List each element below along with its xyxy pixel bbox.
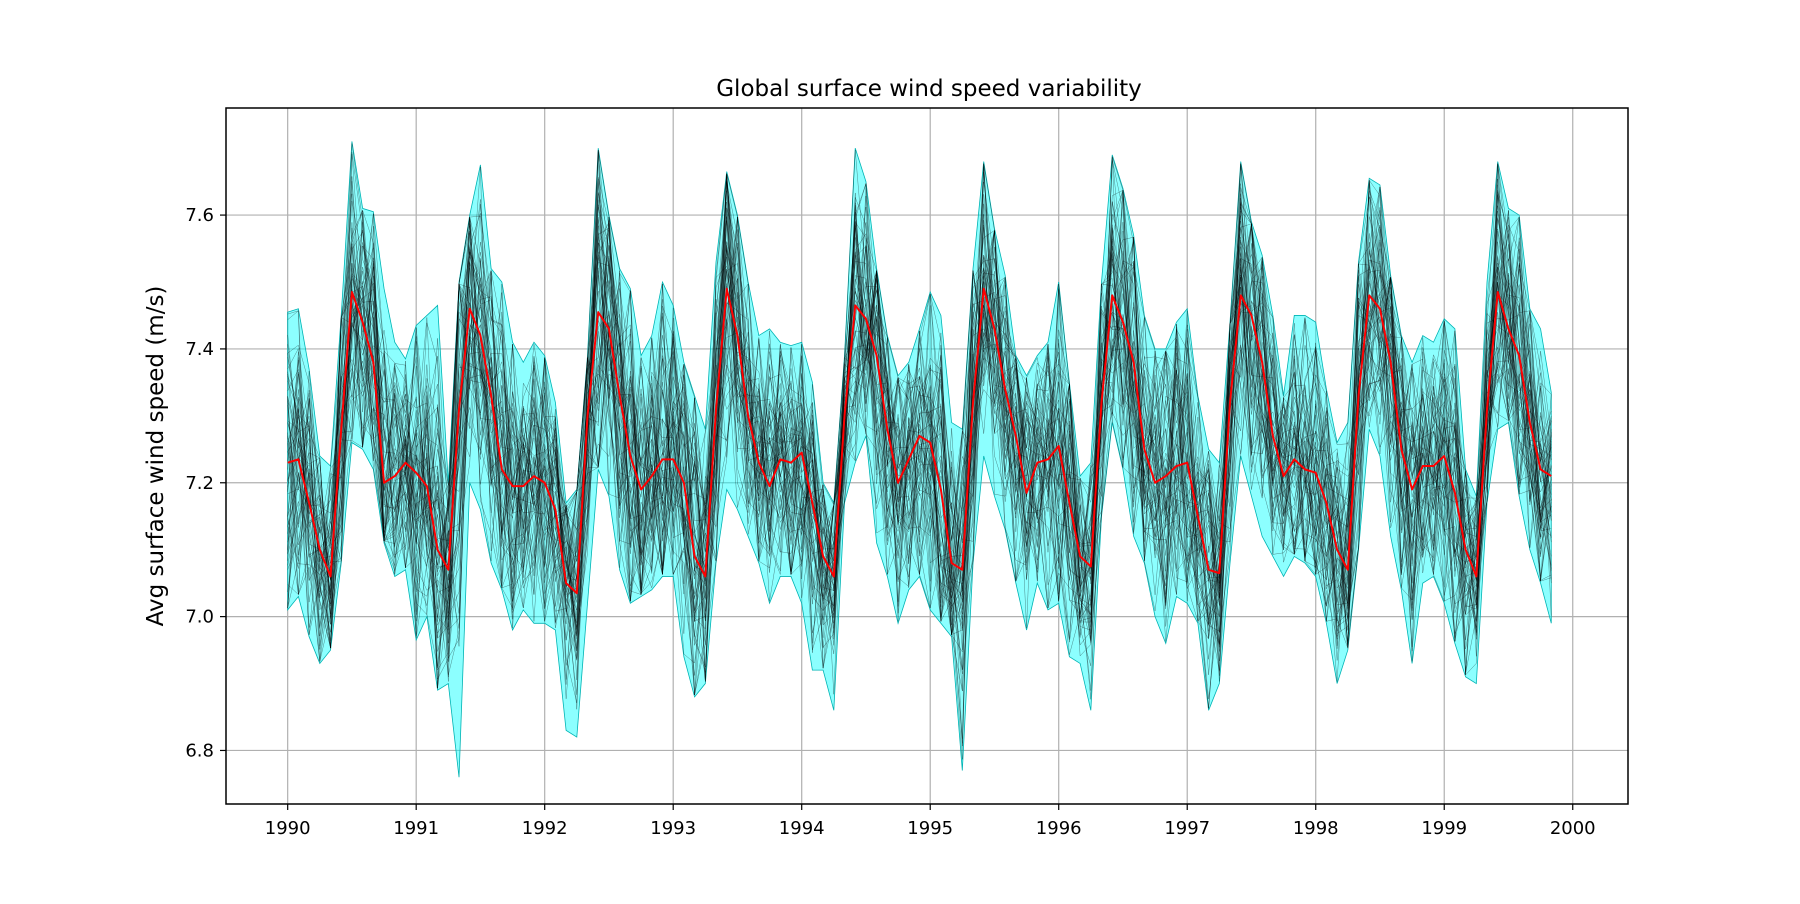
ensemble-member-line: [287, 204, 1552, 699]
axes-frame: [225, 107, 1629, 805]
ensemble-member-line: [287, 207, 1552, 709]
ensemble-member-line: [287, 163, 1552, 664]
x-tick-label: 1998: [1293, 818, 1339, 839]
x-axis-ticks: 1990 1991 1992 1993 1994 1995 1996 1997 1998 1999…: [265, 804, 1596, 839]
ensemble-member-line: [287, 166, 1552, 674]
x-tick-label: 1995: [907, 818, 953, 839]
x-tick-label: 2000: [1550, 818, 1596, 839]
ensemble-member-line: [287, 173, 1552, 695]
ensemble-member-line: [287, 150, 1552, 660]
ensemble-member-line: [287, 214, 1552, 703]
ensemble-member-line: [287, 190, 1552, 760]
ensemble-member-line: [287, 150, 1552, 669]
x-tick-label: 1997: [1164, 818, 1210, 839]
ensemble-member-line: [287, 163, 1552, 652]
spread-band: [287, 141, 1552, 778]
ensemble-member-line: [287, 173, 1552, 669]
ensemble-member-line: [287, 181, 1552, 645]
ensemble-member-line: [287, 181, 1552, 635]
ensemble-member-line: [287, 152, 1552, 682]
ensemble-member-line: [287, 150, 1552, 689]
ensemble-member-line: [287, 221, 1552, 689]
y-tick-label: 7.0: [185, 607, 214, 628]
ensemble-member-line: [287, 178, 1552, 652]
ensemble-member-line: [287, 156, 1552, 692]
plot-area-border: [225, 107, 1629, 805]
ensemble-member-line: [287, 183, 1552, 692]
y-axis-ticks: 6.8 7.0 7.2 7.4 7.6: [185, 205, 226, 761]
ensemble-member-line: [287, 181, 1552, 682]
ensemble-member-line: [287, 173, 1552, 675]
ensemble-member-line: [287, 189, 1552, 739]
x-tick-label: 1996: [1036, 818, 1082, 839]
ensemble-member-line: [287, 163, 1552, 700]
ensemble-member-line: [287, 241, 1552, 650]
ensemble-member-line: [287, 173, 1552, 652]
ensemble-member-line: [287, 201, 1552, 646]
ensemble-member-line: [287, 183, 1552, 695]
ensemble-member-line: [287, 163, 1552, 676]
ensemble-member-line: [287, 150, 1552, 710]
ensemble-member-line: [287, 163, 1552, 673]
ensemble-member-line: [287, 193, 1552, 695]
ensemble-member-line: [287, 258, 1552, 659]
chart-title: Global surface wind speed variability: [716, 76, 1142, 102]
ensemble-member-line: [287, 166, 1552, 662]
ensemble-member-line: [287, 213, 1552, 747]
mean-series: [287, 287, 1552, 595]
mean-line: [287, 287, 1552, 595]
y-tick-label: 7.2: [185, 473, 214, 494]
y-axis-label: Avg surface wind speed (m/s): [143, 286, 169, 627]
x-tick-label: 1990: [265, 818, 311, 839]
ensemble-member-line: [287, 163, 1552, 691]
x-tick-label: 1993: [650, 818, 696, 839]
y-tick-label: 7.6: [185, 205, 214, 226]
ensemble-member-line: [287, 143, 1552, 695]
ensemble-member-line: [287, 181, 1552, 680]
x-tick-label: 1994: [779, 818, 825, 839]
ensemble-member-line: [287, 176, 1552, 631]
x-tick-label: 1999: [1421, 818, 1467, 839]
ensemble-member-line: [287, 180, 1552, 695]
x-tick-label: 1992: [522, 818, 568, 839]
ensemble-member-line: [287, 217, 1552, 682]
y-tick-label: 6.8: [185, 740, 214, 761]
y-tick-label: 7.4: [185, 339, 214, 360]
ensemble-member-line: [287, 202, 1552, 709]
spread-band-area: [287, 141, 1552, 778]
x-tick-label: 1991: [393, 818, 439, 839]
ensemble-member-line: [287, 154, 1552, 662]
ensemble-member-line: [287, 194, 1552, 649]
